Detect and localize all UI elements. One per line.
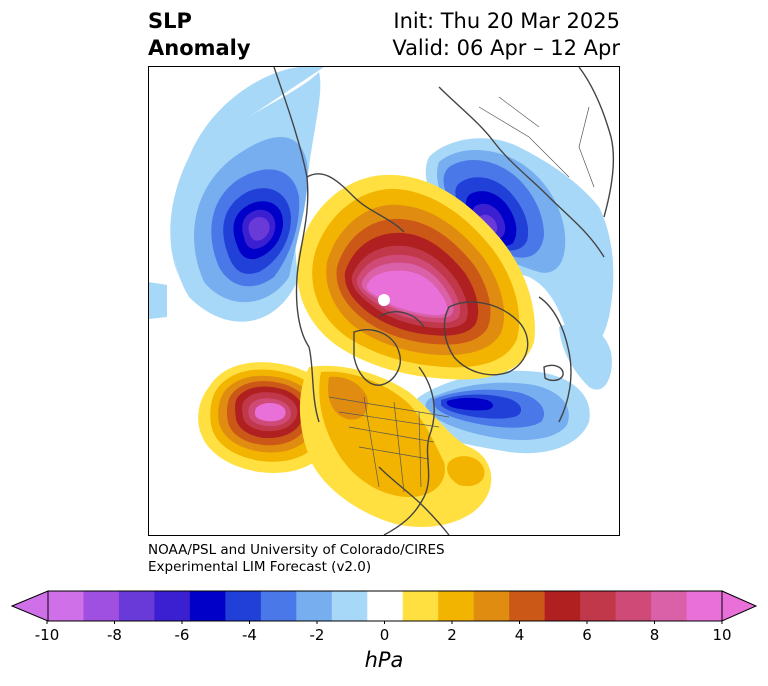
colorbar-swatch	[367, 591, 404, 621]
colorbar-tick-label: -6	[174, 626, 190, 644]
colorbar-swatch	[473, 591, 510, 621]
colorbar-swatch	[544, 591, 581, 621]
colorbar-swatch	[118, 591, 155, 621]
init-date: Init: Thu 20 Mar 2025	[393, 9, 620, 33]
colorbar-swatch	[509, 591, 546, 621]
colorbar-swatch	[189, 591, 226, 621]
colorbar-tick-label: 4	[514, 626, 525, 644]
coastlines	[273, 67, 615, 535]
borders	[328, 96, 595, 493]
forecast-dates: Init: Thu 20 Mar 2025 Valid: 06 Apr – 12…	[392, 8, 620, 62]
north-america-high	[299, 365, 492, 527]
colorbar-swatch	[154, 591, 191, 621]
title-line-1: SLP	[148, 9, 192, 33]
colorbar-tick-label: -2	[309, 626, 325, 644]
colorbar-extend-max	[721, 590, 758, 622]
credit-line-1: NOAA/PSL and University of Colorado/CIRE…	[148, 542, 445, 558]
arctic-high	[297, 174, 535, 380]
colorbar	[10, 590, 758, 624]
map-panel	[148, 66, 620, 536]
colorbar-tick-label: 2	[447, 626, 457, 644]
pacific-low	[170, 67, 324, 322]
credit-line-2: Experimental LIM Forecast (v2.0)	[148, 559, 372, 575]
atlantic-low	[412, 370, 590, 454]
colorbar-tick-label: 8	[649, 626, 660, 644]
data-credit: NOAA/PSL and University of Colorado/CIRE…	[148, 542, 445, 576]
colorbar-tick-label: 0	[379, 626, 390, 644]
colorbar-swatch	[48, 591, 84, 621]
europe-low	[425, 138, 614, 355]
colorbar-swatch	[686, 591, 723, 621]
colorbar-tick-label: -4	[242, 626, 257, 644]
colorbar-swatch	[402, 591, 439, 621]
colorbar-swatch	[225, 591, 262, 621]
colorbar-swatch	[438, 591, 475, 621]
anomaly-map	[149, 67, 615, 535]
colorbar-swatch	[331, 591, 368, 621]
colorbar-tick-label: 10	[712, 626, 732, 644]
colorbar-swatch	[651, 591, 688, 621]
colorbar-swatch	[260, 591, 297, 621]
title-line-2: Anomaly	[148, 36, 251, 60]
asia-weak-low	[559, 323, 612, 390]
colorbar-tick-label: 6	[582, 626, 592, 644]
colorbar-unit: hPa	[364, 648, 404, 672]
colorbar-ticks: -10 -8 -6 -4 -2 0 2 4 6 8 10	[0, 626, 768, 646]
colorbar-extend-min	[10, 590, 49, 622]
colorbar-swatch	[580, 591, 617, 621]
colorbar-tick-label: -10	[34, 626, 60, 644]
colorbar-swatch	[83, 591, 120, 621]
colorbar-swatch	[615, 591, 652, 621]
valid-range: Valid: 06 Apr – 12 Apr	[392, 36, 620, 60]
colorbar-swatch	[296, 591, 333, 621]
map-title: SLP Anomaly	[148, 8, 251, 62]
colorbar-tick-label: -8	[107, 626, 122, 644]
edge-weak-low	[149, 282, 167, 319]
